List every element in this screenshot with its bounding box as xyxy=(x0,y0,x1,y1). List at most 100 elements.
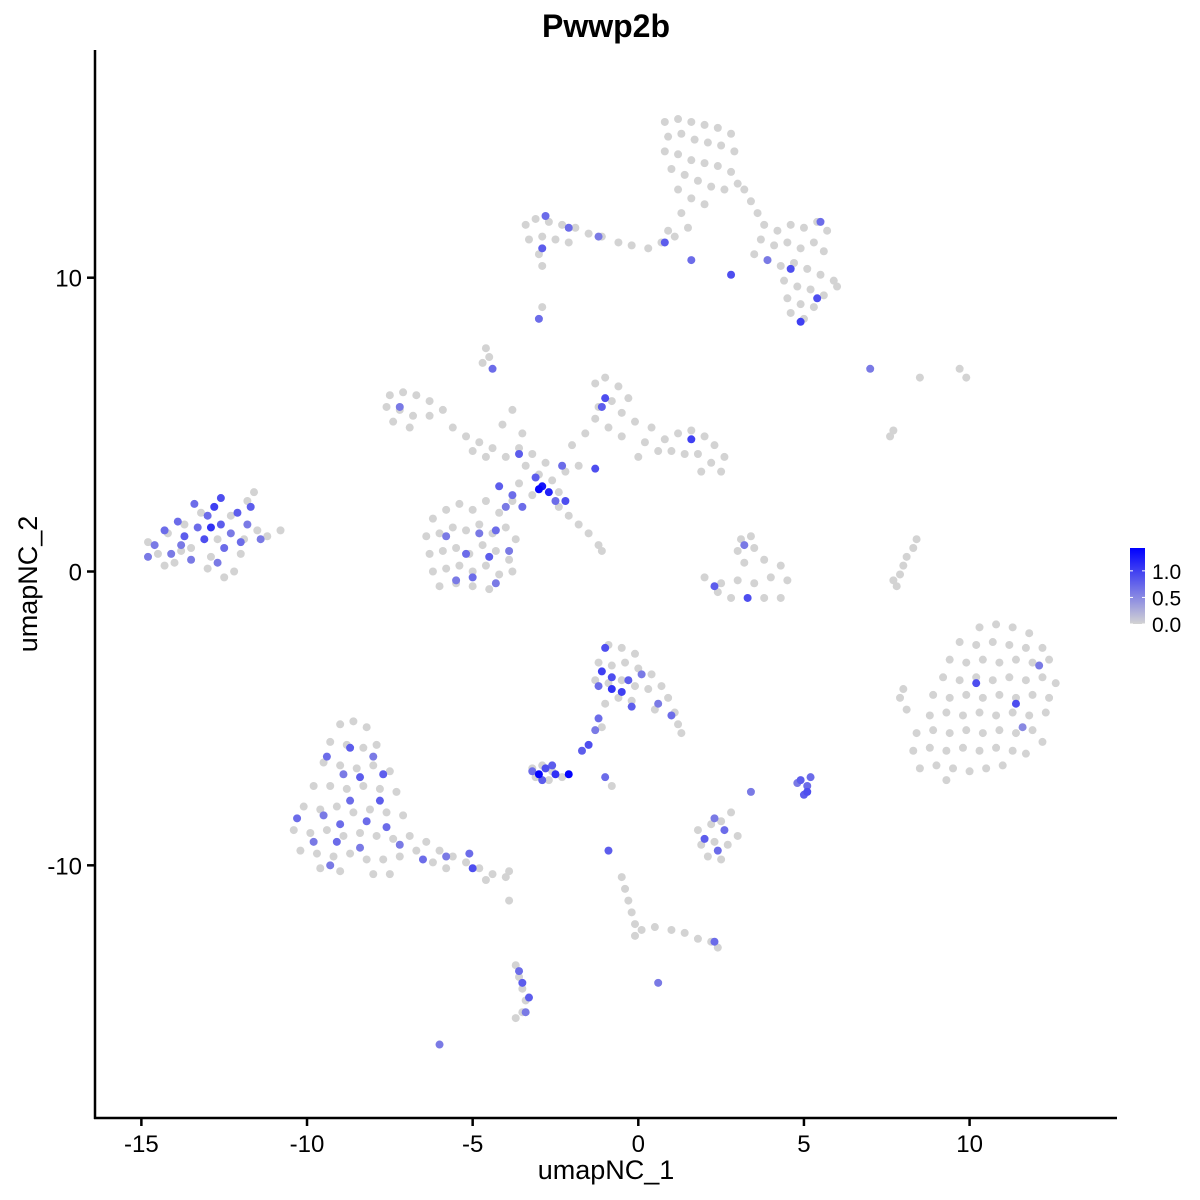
cell-point xyxy=(717,141,726,150)
cell-point xyxy=(995,658,1004,667)
cell-point xyxy=(389,834,398,843)
cell-point xyxy=(558,773,567,782)
legend-label: 0.0 xyxy=(1152,614,1181,637)
x-tick-label: -5 xyxy=(462,1131,483,1158)
cell-point xyxy=(160,561,169,570)
cell-point xyxy=(909,746,918,755)
cell-point xyxy=(488,444,497,453)
cell-point xyxy=(607,781,616,790)
cell-point xyxy=(896,693,905,702)
cell-point xyxy=(322,826,331,835)
cell-point xyxy=(680,170,689,179)
cell-point xyxy=(531,214,540,223)
cell-point xyxy=(650,705,659,714)
cell-point-expressed xyxy=(435,1040,444,1049)
cell-point xyxy=(571,223,580,232)
cell-point xyxy=(392,787,401,796)
cell-point xyxy=(170,558,179,567)
cell-point xyxy=(505,867,514,876)
cell-point-expressed xyxy=(452,576,461,585)
cell-point xyxy=(250,488,259,497)
cell-point xyxy=(697,467,706,476)
cell-point xyxy=(422,837,431,846)
cell-point-expressed xyxy=(491,526,500,535)
cell-point xyxy=(438,405,447,414)
cell-point xyxy=(524,235,533,244)
cell-point xyxy=(647,423,656,432)
cell-point xyxy=(462,526,471,535)
cell-point xyxy=(505,555,514,564)
cell-point xyxy=(607,397,616,406)
cell-point xyxy=(309,781,318,790)
cell-point xyxy=(823,226,832,235)
cell-point xyxy=(362,855,371,864)
cell-point xyxy=(786,308,795,317)
cell-point xyxy=(713,123,722,132)
cell-point xyxy=(521,461,530,470)
cell-point xyxy=(627,908,636,917)
cell-point xyxy=(475,520,484,529)
cell-point xyxy=(356,829,365,838)
cell-point xyxy=(674,115,683,124)
cell-point xyxy=(534,250,543,259)
cell-point-expressed xyxy=(561,496,570,505)
cell-point-expressed xyxy=(604,846,613,855)
cell-point-expressed xyxy=(508,491,517,500)
cell-point-expressed xyxy=(564,770,573,779)
cell-point xyxy=(693,449,702,458)
cell-point-expressed xyxy=(173,517,182,526)
cell-point xyxy=(1028,658,1037,667)
cell-point xyxy=(177,546,186,555)
cell-point xyxy=(617,432,626,441)
cell-point-expressed xyxy=(246,502,255,511)
cell-point xyxy=(720,185,729,194)
cell-point-expressed xyxy=(607,685,616,694)
cell-point xyxy=(491,546,500,555)
cell-point xyxy=(485,585,494,594)
cell-point xyxy=(213,535,222,544)
cell-point xyxy=(399,811,408,820)
cell-point xyxy=(925,711,934,720)
cell-point-expressed xyxy=(524,993,533,1002)
cell-point xyxy=(740,185,749,194)
cell-point-expressed xyxy=(972,679,981,688)
cell-point xyxy=(988,676,997,685)
cell-point xyxy=(717,817,726,826)
cell-point xyxy=(1011,729,1020,738)
cell-point-expressed xyxy=(375,796,384,805)
cell-point xyxy=(455,561,464,570)
cell-point xyxy=(760,555,769,564)
cell-point xyxy=(385,870,394,879)
cell-point xyxy=(508,496,517,505)
cell-point xyxy=(538,303,547,312)
cell-point xyxy=(614,382,623,391)
cell-point xyxy=(962,658,971,667)
cell-point xyxy=(1008,623,1017,632)
cell-point xyxy=(369,761,378,770)
cell-point xyxy=(226,511,235,520)
cell-point xyxy=(955,676,964,685)
cell-point-expressed xyxy=(746,787,755,796)
cell-point xyxy=(806,285,815,294)
x-tick-label: 0 xyxy=(632,1131,645,1158)
cell-point xyxy=(528,449,537,458)
cell-point xyxy=(942,708,951,717)
cell-point xyxy=(296,846,305,855)
cell-point xyxy=(382,402,391,411)
cell-point xyxy=(515,444,524,453)
cell-point xyxy=(395,852,404,861)
cell-point xyxy=(236,549,245,558)
cell-point xyxy=(591,379,600,388)
cell-point xyxy=(674,720,683,729)
cell-point-expressed xyxy=(1018,723,1027,732)
cell-point-expressed xyxy=(346,796,355,805)
cell-point xyxy=(700,200,709,209)
cell-point xyxy=(992,620,1001,629)
cell-point xyxy=(412,846,421,855)
cell-point-expressed xyxy=(607,673,616,682)
cell-point xyxy=(929,690,938,699)
cell-point xyxy=(667,164,676,173)
cell-point xyxy=(485,353,494,362)
cell-point-expressed xyxy=(379,770,388,779)
cell-point xyxy=(425,549,434,558)
